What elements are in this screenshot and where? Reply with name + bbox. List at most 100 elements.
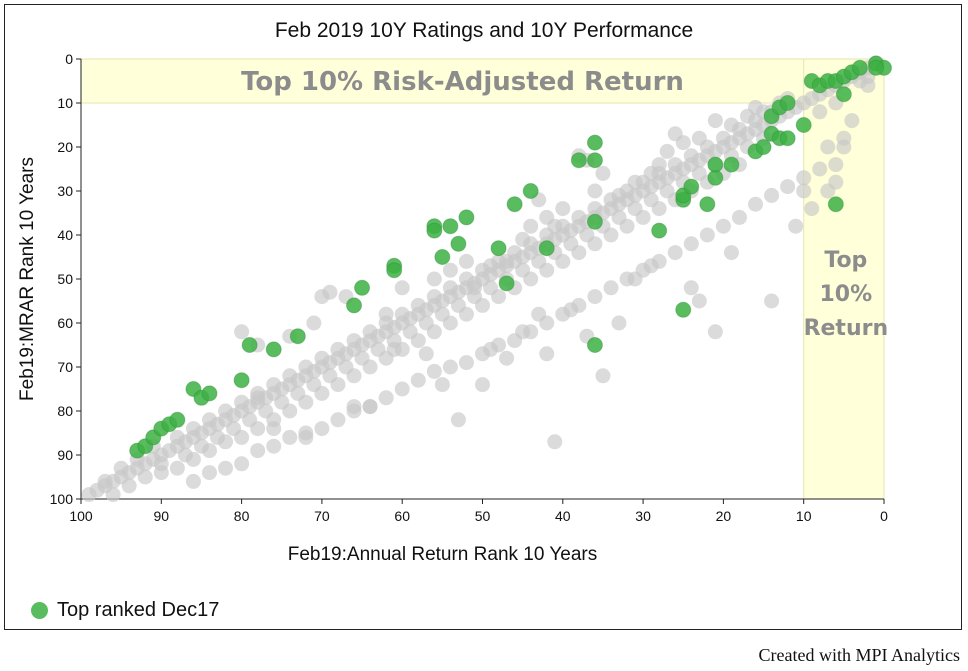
data-point: [523, 218, 539, 234]
data-point: [820, 183, 836, 199]
x-tick-label: 30: [635, 508, 651, 524]
data-point: [185, 451, 201, 467]
data-point-top-ranked: [442, 218, 459, 235]
data-point-top-ranked: [570, 152, 587, 169]
y-tick-label: 10: [57, 95, 73, 111]
x-tick-label: 80: [234, 508, 250, 524]
y-tick-label: 80: [57, 403, 73, 419]
data-point-top-ranked: [867, 59, 884, 76]
data-point: [185, 421, 201, 437]
data-point: [595, 165, 611, 181]
data-point-top-ranked: [386, 262, 403, 279]
data-point: [282, 429, 298, 445]
data-point: [499, 350, 515, 366]
highlight-band-return: [803, 58, 885, 500]
x-tick-label: 90: [154, 508, 170, 524]
data-point: [780, 179, 796, 195]
data-point: [434, 377, 450, 393]
chart-title: Feb 2019 10Y Ratings and 10Y Performance: [274, 19, 694, 42]
data-point: [314, 350, 330, 366]
data-point: [169, 429, 185, 445]
data-point: [812, 161, 828, 177]
data-point-top-ranked: [498, 275, 515, 292]
data-point: [137, 469, 153, 485]
data-point-top-ranked: [779, 130, 796, 147]
data-point: [201, 465, 217, 481]
data-point: [611, 315, 627, 331]
data-point: [748, 196, 764, 212]
x-tick-label: 20: [716, 508, 732, 524]
x-tick-label: 70: [314, 508, 330, 524]
data-point: [723, 117, 739, 133]
y-tick-label: 100: [50, 491, 74, 507]
data-point: [595, 368, 611, 384]
data-point-top-ranked: [458, 209, 475, 226]
data-point: [322, 284, 338, 300]
data-point: [410, 372, 426, 388]
data-point: [330, 377, 346, 393]
legend-swatch: [31, 602, 48, 619]
data-point: [266, 377, 282, 393]
data-point: [121, 478, 137, 494]
data-point: [298, 429, 314, 445]
y-tick-label: 50: [57, 271, 73, 287]
data-point-top-ranked: [538, 240, 555, 257]
data-point: [675, 135, 691, 151]
data-point: [346, 333, 362, 349]
data-point: [491, 289, 507, 305]
data-point-top-ranked: [289, 328, 306, 345]
data-point: [330, 412, 346, 428]
data-point: [250, 443, 266, 459]
data-point-top-ranked: [586, 337, 603, 353]
y-tick-label: 30: [57, 183, 73, 199]
data-point: [298, 359, 314, 375]
data-point: [201, 443, 217, 459]
y-tick-label: 0: [65, 51, 73, 67]
data-point: [547, 434, 563, 450]
data-point: [699, 227, 715, 243]
data-point: [563, 302, 579, 318]
x-axis-title: Feb19:Annual Return Rank 10 Years: [288, 544, 598, 565]
data-point: [458, 253, 474, 269]
data-point: [635, 209, 651, 225]
data-point: [483, 341, 499, 357]
data-point: [306, 315, 322, 331]
chart-frame: Feb 2019 10Y Ratings and 10Y Performance…: [4, 4, 962, 630]
data-point: [169, 460, 185, 476]
data-point: [346, 399, 362, 415]
data-point: [234, 456, 250, 472]
data-point: [458, 306, 474, 322]
data-point-top-ranked: [434, 249, 451, 265]
data-point: [346, 368, 362, 384]
data-point: [571, 245, 587, 261]
data-point: [547, 218, 563, 234]
data-point: [250, 390, 266, 406]
data-point: [788, 218, 804, 234]
data-point-top-ranked: [795, 117, 812, 133]
x-tick-label: 40: [555, 508, 571, 524]
data-point: [298, 394, 314, 410]
data-point: [442, 359, 458, 375]
data-point-top-ranked: [755, 139, 772, 155]
data-point: [571, 209, 587, 225]
data-point: [426, 289, 442, 305]
data-point: [796, 183, 812, 199]
data-point: [587, 201, 603, 217]
data-point: [804, 201, 820, 217]
band-label-return-line: Return: [804, 316, 889, 341]
data-point: [587, 236, 603, 252]
data-point-top-ranked: [241, 337, 258, 353]
data-point-top-ranked: [651, 222, 668, 239]
data-point-top-ranked: [707, 156, 724, 173]
data-point: [426, 363, 442, 379]
data-point-top-ranked: [586, 152, 603, 169]
data-point: [515, 324, 531, 340]
legend-label: Top ranked Dec17: [57, 599, 220, 621]
data-point: [250, 421, 266, 437]
data-point: [603, 227, 619, 243]
data-point: [812, 104, 828, 120]
data-point-top-ranked: [675, 301, 692, 318]
data-point-top-ranked: [346, 297, 363, 314]
data-point: [627, 174, 643, 190]
data-point: [378, 390, 394, 406]
